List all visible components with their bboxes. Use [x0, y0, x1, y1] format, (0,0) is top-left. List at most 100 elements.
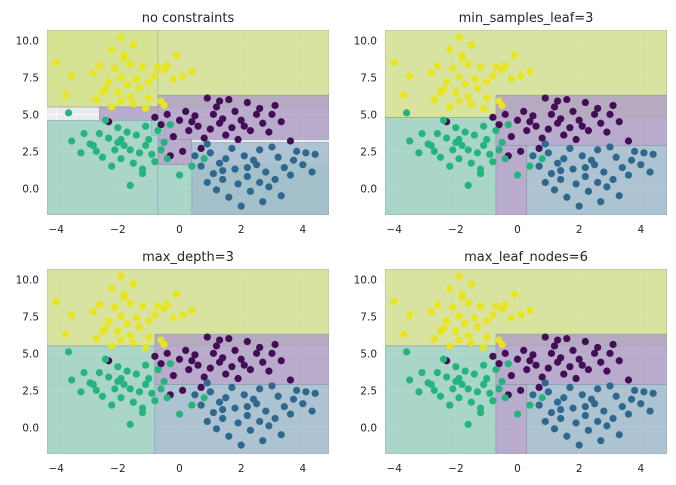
- point-class-1: [609, 340, 617, 349]
- point-class-2: [175, 410, 184, 418]
- point-class-1: [256, 343, 264, 352]
- point-class-1: [237, 355, 245, 363]
- point-class-2: [89, 380, 97, 389]
- point-class-1: [575, 355, 583, 363]
- point-class-0: [492, 302, 500, 310]
- point-class-3: [649, 389, 657, 397]
- y-tick-label: 7.5: [360, 311, 377, 323]
- point-class-2: [446, 401, 454, 409]
- point-class-0: [406, 311, 414, 319]
- point-class-3: [557, 406, 565, 414]
- point-class-2: [433, 369, 441, 377]
- point-class-1: [507, 371, 515, 380]
- point-class-1: [538, 373, 546, 381]
- point-class-2: [464, 420, 472, 428]
- point-class-2: [473, 388, 482, 396]
- x-tick-label: 0: [176, 224, 183, 236]
- x-tick-label: −4: [387, 463, 403, 475]
- y-tick-label: 7.5: [360, 72, 377, 84]
- point-class-2: [101, 355, 110, 363]
- point-class-2: [129, 159, 137, 167]
- point-class-3: [587, 395, 596, 403]
- point-class-3: [256, 178, 264, 187]
- point-class-1: [277, 118, 285, 126]
- point-class-2: [504, 121, 512, 129]
- point-class-2: [92, 147, 100, 155]
- point-class-2: [418, 130, 426, 138]
- point-class-0: [179, 311, 187, 319]
- point-class-3: [311, 389, 319, 397]
- point-class-2: [126, 420, 134, 428]
- point-class-2: [160, 138, 168, 147]
- point-class-3: [557, 167, 565, 175]
- point-class-0: [172, 51, 181, 59]
- point-class-2: [501, 394, 509, 402]
- point-class-2: [151, 397, 159, 405]
- point-class-1: [523, 127, 531, 135]
- point-class-2: [77, 149, 85, 157]
- point-class-2: [467, 398, 475, 406]
- point-class-3: [308, 407, 316, 415]
- point-class-3: [206, 149, 214, 157]
- point-class-2: [489, 158, 497, 166]
- point-class-1: [526, 118, 534, 126]
- point-class-3: [191, 152, 199, 160]
- point-class-1: [489, 113, 497, 121]
- point-class-3: [228, 383, 236, 391]
- point-class-3: [649, 150, 657, 158]
- point-class-3: [600, 407, 608, 415]
- point-class-3: [535, 401, 543, 409]
- point-class-1: [169, 132, 177, 141]
- point-class-3: [566, 144, 574, 152]
- point-class-1: [501, 349, 509, 357]
- point-class-2: [123, 367, 131, 375]
- point-class-0: [443, 78, 451, 86]
- point-class-1: [252, 349, 261, 357]
- point-class-1: [597, 119, 605, 127]
- point-class-3: [234, 180, 242, 188]
- point-class-0: [154, 63, 162, 71]
- point-class-1: [265, 367, 273, 375]
- point-class-2: [92, 386, 100, 394]
- point-class-0: [455, 312, 463, 320]
- point-class-2: [427, 141, 435, 150]
- point-class-1: [179, 147, 187, 155]
- point-class-1: [544, 364, 552, 372]
- point-class-2: [101, 116, 110, 124]
- point-class-1: [191, 351, 199, 359]
- point-class-0: [68, 72, 76, 80]
- point-class-2: [486, 150, 494, 158]
- point-class-1: [243, 98, 251, 107]
- x-tick-label: −4: [387, 224, 403, 236]
- point-class-0: [117, 336, 125, 344]
- point-class-0: [95, 61, 103, 70]
- point-class-1: [169, 371, 177, 380]
- point-class-2: [188, 401, 196, 409]
- point-class-1: [513, 355, 522, 363]
- point-class-3: [256, 385, 264, 393]
- point-class-0: [467, 339, 475, 347]
- point-class-3: [547, 408, 556, 417]
- point-class-0: [68, 311, 76, 319]
- point-class-3: [219, 414, 227, 423]
- point-class-1: [569, 107, 577, 115]
- point-class-0: [123, 81, 131, 89]
- point-class-3: [222, 394, 230, 402]
- point-class-2: [483, 135, 491, 144]
- point-class-0: [483, 333, 491, 341]
- point-class-2: [489, 397, 497, 405]
- point-class-1: [624, 137, 633, 145]
- point-class-3: [206, 388, 214, 396]
- point-class-3: [597, 437, 605, 445]
- point-class-0: [117, 272, 125, 280]
- point-class-3: [529, 152, 537, 160]
- y-tick-label: 5.0: [360, 348, 377, 360]
- point-class-1: [495, 121, 503, 129]
- point-class-3: [618, 403, 626, 411]
- point-class-1: [535, 383, 543, 391]
- point-class-2: [526, 162, 534, 170]
- point-class-2: [449, 385, 457, 393]
- point-class-0: [61, 330, 70, 338]
- point-class-1: [209, 110, 218, 118]
- point-class-3: [581, 403, 589, 411]
